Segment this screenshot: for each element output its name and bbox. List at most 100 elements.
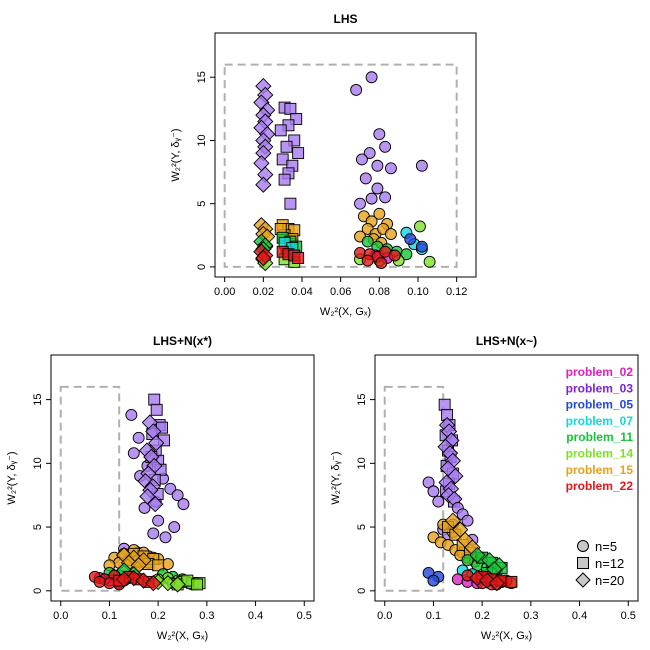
point-problem_22 [388,249,401,262]
point-problem_03 [159,531,172,544]
point-problem_14 [191,578,204,591]
point-problem_03 [461,514,474,527]
point-problem_03 [379,140,392,153]
legend-size-label: n=12 [595,556,624,571]
point-problem_15 [444,512,462,529]
point-problem_22 [145,575,162,592]
point-problem_03 [276,153,289,166]
point-problem_15 [384,228,397,240]
legend-problem-label: problem_02 [566,365,634,379]
plot-frame [214,32,477,278]
x-tick-label: 0.1 [102,610,117,622]
point-problem_03 [292,147,305,160]
x-tick-label: 0.3 [523,610,538,622]
domain-box [223,63,458,268]
point-problem_03 [427,485,440,498]
point-problem_22 [488,575,505,592]
legend-square-icon [577,557,589,569]
point-problem_03 [354,197,366,210]
x-tick-label: 0.08 [369,286,390,298]
panel-title: LHS+N(x~) [476,334,537,348]
legend-size-label: n=5 [595,539,617,554]
point-problem_11 [461,554,474,567]
point-problem_03 [365,192,378,205]
point-problem_03 [422,476,435,489]
point-problem_05 [427,574,440,587]
point-problem_03 [350,83,363,96]
point-problem_03 [284,102,297,115]
x-tick-label: 0.00 [214,286,235,298]
point-problem_03 [379,191,392,204]
point-problem_03 [384,162,397,175]
point-problem_03 [171,489,184,502]
point-problem_03 [255,176,272,193]
points [253,71,436,272]
y-tick-label: 15 [356,393,368,405]
point-problem_22 [505,575,518,588]
point-problem_03 [147,495,164,513]
point-problem_03 [177,498,190,511]
x-tick-label: 0.04 [291,286,312,298]
panel-lhs-nxstar: LHS+N(x*) 0.0 0.1 0.2 0.3 0.4 0.5 0 5 10 15 W₂²(X, … [6,334,315,642]
y-axis-label: W₂²(Y, δᵧ⁻) [330,451,342,504]
y-tick-label: 5 [32,524,44,530]
point-problem_22 [292,252,305,264]
point-problem_05 [415,240,428,253]
point-problem_03 [138,502,151,514]
x-axis-label: W₂²(X, Gₓ) [320,306,371,318]
legend-problem-label: problem_07 [566,414,634,428]
x-tick-label: 0.3 [199,610,214,622]
x-axis-label: W₂²(X, Gₓ) [481,630,532,642]
y-tick-label: 0 [356,588,368,594]
y-tick-label: 5 [196,201,208,207]
point-problem_22 [115,571,133,588]
y-tick-label: 10 [196,134,208,146]
point-problem_03 [132,431,145,444]
point-problem_03 [125,408,138,421]
points [422,398,518,592]
y-axis-label: W₂²(Y, δᵧ⁻) [170,128,182,181]
x-tick-label: 0.4 [572,610,587,622]
point-problem_03 [365,71,378,84]
point-problem_03 [280,140,293,153]
point-problem_14 [169,576,186,593]
y-axis-label: W₂²(Y, δᵧ⁻) [6,451,18,504]
point-problem_03 [148,434,165,452]
panel-title: LHS [334,12,358,26]
point-problem_03 [150,403,163,416]
x-tick-label: 0.4 [248,610,263,622]
panel-lhs-nxtilde: LHS+N(x~) 0.0 0.1 0.2 0.3 0.4 0.5 0 5 10 15 W₂²(X, … [330,334,639,642]
legend-diamond-icon [575,572,591,588]
point-problem_03 [168,521,181,534]
y-tick-label: 10 [32,457,44,469]
point-problem_03 [355,153,368,166]
y-tick-label: 0 [196,264,208,270]
x-tick-label: 0.0 [53,610,68,622]
point-problem_22 [375,257,388,270]
point-problem_03 [274,124,287,137]
y-tick-label: 0 [32,588,44,594]
legend-problem-label: problem_03 [566,381,634,395]
point-problem_14 [413,220,426,233]
point-problem_11 [361,235,374,248]
x-tick-label: 0.02 [253,286,274,298]
point-problem_22 [255,249,272,267]
point-problem_03 [373,128,386,141]
x-tick-label: 0.0 [377,610,392,622]
point-problem_22 [93,575,106,588]
point-problem_11 [400,248,413,261]
x-tick-label: 0.5 [297,610,312,622]
x-tick-label: 0.2 [150,610,165,622]
plot-frame [374,354,639,602]
legend-circle-icon [577,540,589,552]
point-problem_03 [148,393,161,406]
point-problem_03 [152,514,165,527]
y-tick-label: 5 [356,524,368,530]
point-problem_05 [404,233,417,246]
x-tick-label: 0.5 [621,610,636,622]
point-problem_03 [290,113,303,125]
y-tick-label: 15 [196,71,208,83]
x-tick-label: 0.10 [407,286,428,298]
point-problem_14 [159,575,177,592]
